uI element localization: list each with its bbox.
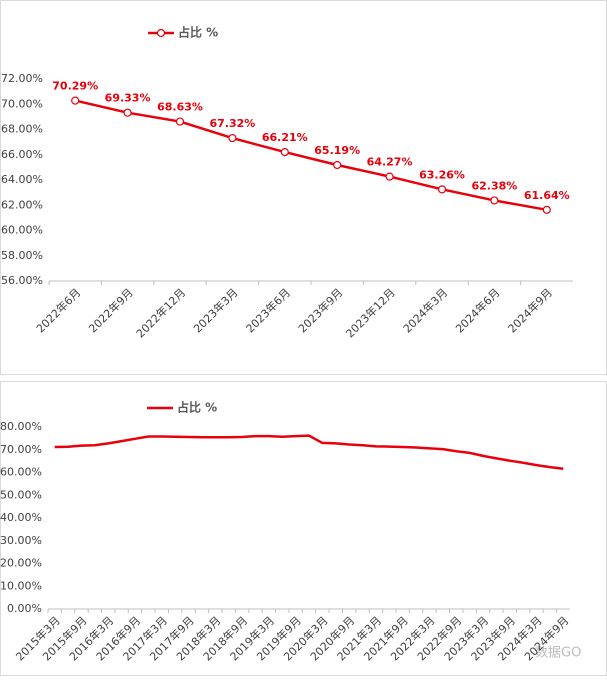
series-line [54,434,564,471]
point-marker [490,196,499,205]
point-marker [175,117,185,126]
legend-marker [156,28,166,38]
y-tick-label: 30.00% [0,534,42,547]
point-marker [333,160,342,170]
data-label: 69.33% [105,92,151,105]
data-label: 66.21% [262,131,308,144]
y-tick-label: 40.00% [0,511,42,524]
data-label: 62.38% [471,179,517,192]
y-tick-label: 62.00% [1,198,43,211]
data-label: 63.26% [419,168,465,181]
legend-label: 占比 % [178,25,218,40]
chart-frame [0,381,607,676]
point-marker [385,172,394,181]
y-tick-label: 70.00% [0,443,42,456]
y-tick-label: 68.00% [1,123,43,136]
y-tick-label: 50.00% [0,488,42,501]
data-label: 61.64% [524,189,570,202]
point-marker [123,108,132,117]
y-tick-label: 64.00% [1,173,43,186]
data-label: 70.29% [52,80,98,93]
chart-frame [0,0,607,375]
data-label: 64.27% [367,156,413,169]
y-tick-label: 58.00% [1,249,43,262]
y-tick-label: 80.00% [0,420,42,433]
data-label: 68.63% [157,101,203,114]
point-marker [71,96,80,105]
data-label: 67.32% [209,117,255,130]
point-marker [437,185,447,194]
y-tick-label: 60.00% [1,224,43,237]
point-marker [228,133,237,143]
y-tick-label: 70.00% [1,97,43,110]
legend-label: 占比 % [177,400,217,415]
y-tick-label: 56.00% [1,274,43,287]
y-tick-label: 0.00% [7,602,42,615]
point-marker [280,147,289,157]
series-line [74,99,548,212]
y-tick-label: 20.00% [0,557,42,570]
data-label: 65.19% [314,144,360,157]
y-tick-label: 72.00% [1,72,43,85]
y-tick-label: 66.00% [1,148,43,161]
watermark: 数据GO [535,646,581,661]
y-tick-label: 10.00% [0,579,42,592]
y-tick-label: 60.00% [0,466,42,479]
point-marker [542,205,551,214]
